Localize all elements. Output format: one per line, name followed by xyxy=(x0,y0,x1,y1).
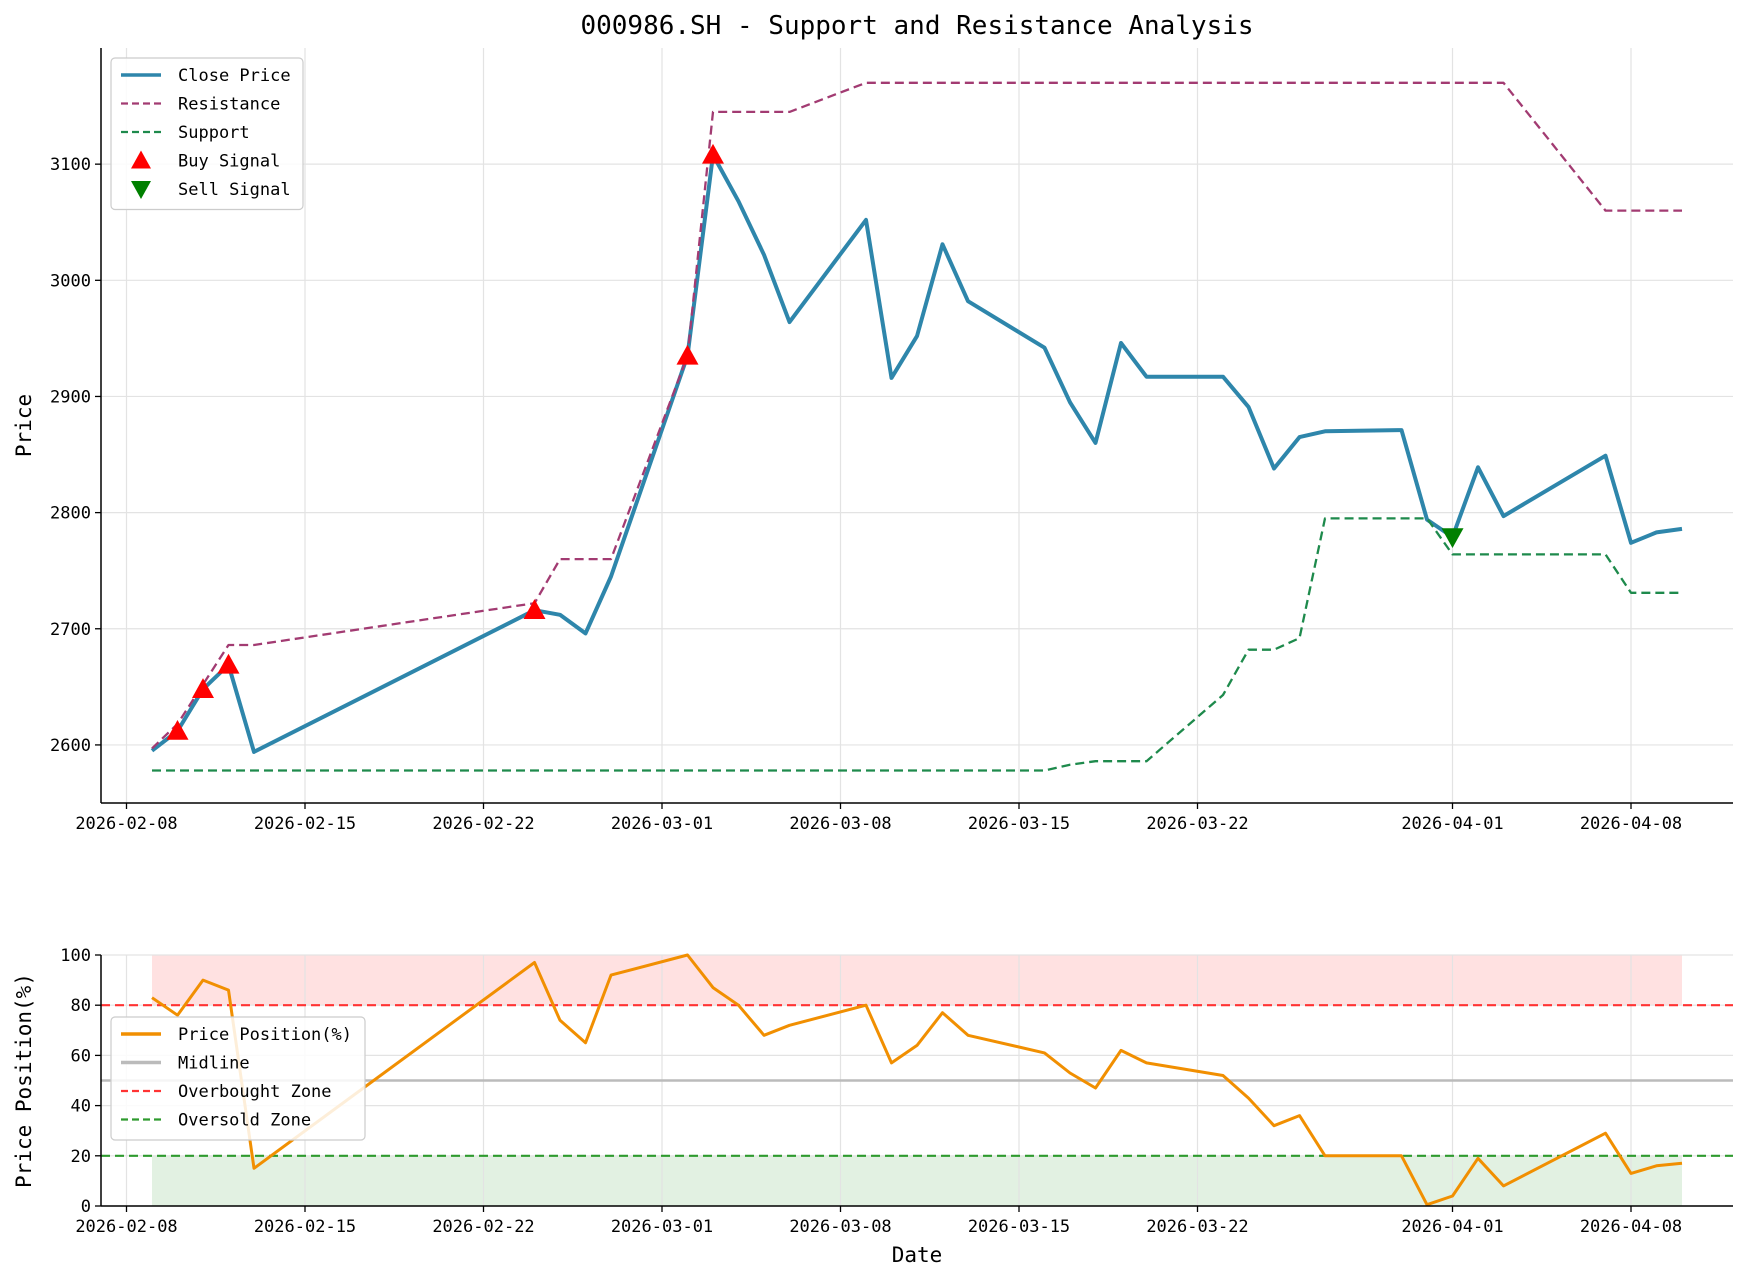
price-ytick-label: 2900 xyxy=(50,387,91,407)
price-xtick-label: 2026-03-22 xyxy=(1146,814,1248,834)
price-marker-0-0 xyxy=(166,719,189,740)
position-xtick-label: 2026-03-15 xyxy=(968,1217,1070,1237)
price-legend-swatch xyxy=(131,150,151,169)
price-marker-0-4 xyxy=(676,344,699,365)
price-legend-box xyxy=(110,57,304,211)
price-xtick-label: 2026-02-22 xyxy=(432,814,534,834)
position-xtick-label: 2026-03-22 xyxy=(1146,1217,1248,1237)
price-legend-label: Buy Signal xyxy=(178,152,280,172)
position-band-0 xyxy=(152,955,1682,1006)
position-series-0-line xyxy=(151,953,1683,1207)
price-legend-label: Resistance xyxy=(178,95,280,115)
position-ytick-label: 0 xyxy=(81,1197,91,1217)
price-series-2-line xyxy=(152,517,1682,772)
position-xtick-label: 2026-02-22 xyxy=(432,1217,534,1237)
position-ytick-label: 100 xyxy=(60,946,91,966)
position-legend: Price Position(%) Midline Overbought Zone O… xyxy=(110,1016,366,1141)
position-panel: 2026-02-08 2026-02-15 2026-02-22 2026-03-01… xyxy=(12,946,1733,1267)
chart-title: 000986.SH - Support and Resistance Analy… xyxy=(580,11,1253,41)
price-xtick-label: 2026-02-08 xyxy=(75,814,177,834)
price-panel: 2026-02-08 2026-02-15 2026-02-22 2026-03-01… xyxy=(12,11,1733,834)
price-xtick-label: 2026-03-15 xyxy=(968,814,1070,834)
position-ytick-label: 60 xyxy=(71,1046,91,1066)
position-legend-label: Oversold Zone xyxy=(178,1111,311,1131)
price-xtick-label: 2026-04-01 xyxy=(1401,814,1503,834)
price-legend: Close Price Resistance Support Buy Signal Se… xyxy=(110,57,304,211)
price-legend-label: Close Price xyxy=(178,66,291,86)
position-xtick-label: 2026-04-01 xyxy=(1401,1217,1503,1237)
position-xtick-label: 2026-03-01 xyxy=(611,1217,713,1237)
price-ytick-label: 2600 xyxy=(50,736,91,756)
price-y-axis-label: Price xyxy=(12,394,36,457)
price-ytick-label: 2800 xyxy=(50,504,91,524)
price-ytick-label: 2700 xyxy=(50,620,91,640)
position-xtick-label: 2026-03-08 xyxy=(789,1217,891,1237)
position-ytick-label: 40 xyxy=(71,1097,91,1117)
price-ytick-label: 3000 xyxy=(50,271,91,291)
position-ytick-label: 20 xyxy=(71,1147,91,1167)
price-legend-label: Support xyxy=(178,123,250,143)
price-ytick-label: 3100 xyxy=(50,155,91,175)
price-marker-0-5 xyxy=(702,143,724,164)
price-marker-0-1 xyxy=(192,678,214,698)
position-x-axis-label: Date xyxy=(892,1243,943,1267)
position-legend-box xyxy=(110,1016,366,1141)
price-marker-0-3 xyxy=(523,599,546,619)
position-y-axis-label: Price Position(%) xyxy=(12,973,36,1188)
price-legend-label: Sell Signal xyxy=(178,180,291,200)
position-ytick-label: 80 xyxy=(71,996,91,1016)
price-legend-swatch xyxy=(131,181,151,199)
price-xtick-label: 2026-03-08 xyxy=(789,814,891,834)
price-marker-1-0 xyxy=(1441,528,1464,549)
position-legend-label: Price Position(%) xyxy=(178,1025,352,1045)
position-band-1 xyxy=(152,1155,1682,1206)
price-xtick-label: 2026-04-08 xyxy=(1580,814,1682,834)
position-xtick-label: 2026-04-08 xyxy=(1580,1217,1682,1237)
price-xtick-label: 2026-02-15 xyxy=(254,814,356,834)
position-legend-label: Overbought Zone xyxy=(178,1082,332,1102)
position-legend-label: Midline xyxy=(178,1054,250,1074)
price-xtick-label: 2026-03-01 xyxy=(611,814,713,834)
price-series-1-line xyxy=(151,81,1682,750)
price-marker-0-2 xyxy=(217,653,240,674)
position-xtick-label: 2026-02-08 xyxy=(75,1217,177,1237)
position-xtick-label: 2026-02-15 xyxy=(254,1217,356,1237)
